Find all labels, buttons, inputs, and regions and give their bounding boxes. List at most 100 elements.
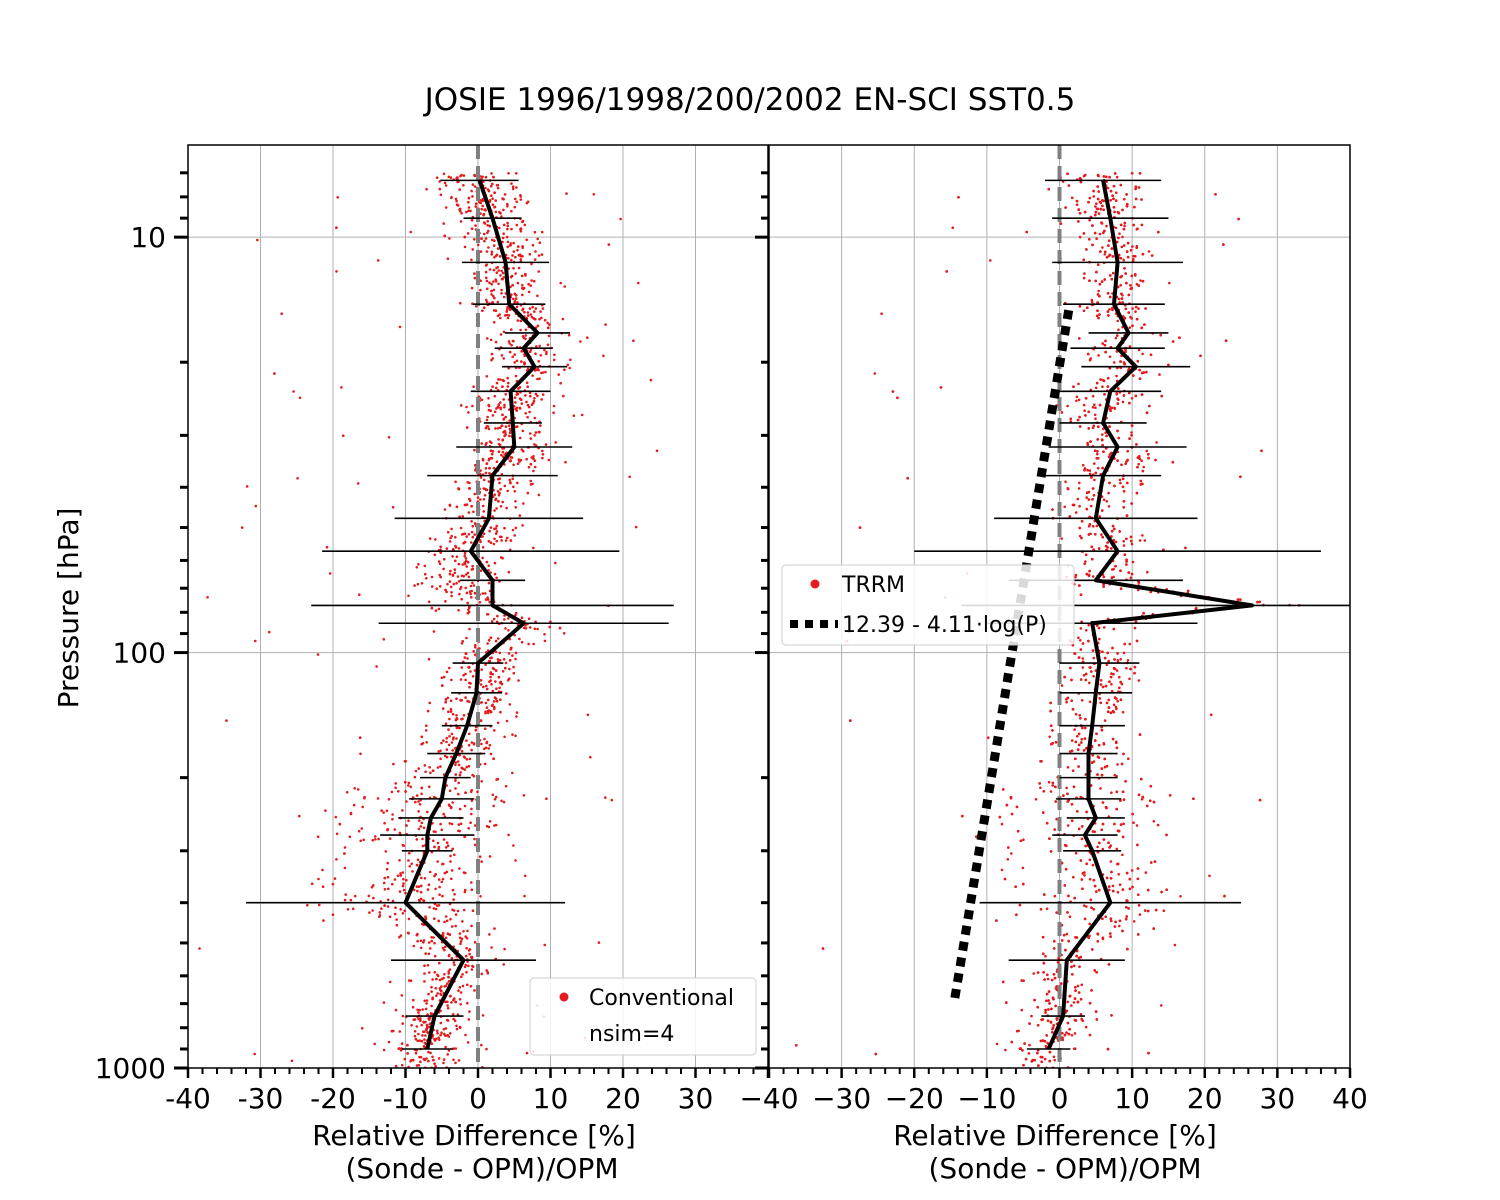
scatter-point: [1124, 462, 1127, 466]
scatter-point: [531, 243, 535, 247]
scatter-point: [510, 328, 513, 331]
scatter-point: [465, 426, 469, 429]
scatter-point: [1107, 706, 1111, 709]
scatter-point: [1160, 394, 1163, 398]
scatter-point: [463, 554, 467, 558]
left-x-axis-sublabel: (Sonde - OPM)/OPM: [346, 1152, 619, 1185]
scatter-point: [541, 453, 545, 456]
scatter-point: [1179, 895, 1182, 898]
scatter-point: [1127, 367, 1131, 371]
scatter-point: [430, 1012, 433, 1016]
scatter-point: [483, 737, 486, 741]
scatter-point: [503, 947, 506, 951]
scatter-point: [507, 570, 511, 574]
scatter-point: [1070, 960, 1073, 963]
scatter-point: [1111, 306, 1114, 310]
scatter-point: [1116, 429, 1119, 433]
scatter-point: [488, 659, 492, 663]
scatter-point: [446, 1006, 450, 1010]
scatter-point: [437, 919, 441, 923]
scatter-point: [430, 585, 434, 588]
scatter-point: [402, 882, 405, 885]
scatter-point: [1144, 871, 1148, 874]
scatter-point: [463, 768, 467, 771]
scatter-point: [387, 436, 391, 439]
scatter-point: [1049, 850, 1053, 853]
scatter-point: [471, 773, 474, 777]
scatter-point: [563, 368, 566, 372]
scatter-point: [1118, 919, 1122, 923]
scatter-point: [1046, 1019, 1050, 1022]
scatter-point: [426, 964, 430, 967]
scatter-point: [1092, 878, 1096, 882]
scatter-point: [1016, 829, 1020, 833]
scatter-point: [494, 823, 498, 827]
scatter-point: [1101, 342, 1104, 345]
scatter-point: [442, 739, 445, 742]
scatter-point: [510, 274, 514, 278]
scatter-point: [1096, 457, 1100, 460]
scatter-point: [479, 476, 483, 479]
scatter-point: [466, 611, 470, 615]
scatter-point: [532, 399, 536, 403]
scatter-point: [1128, 345, 1132, 348]
scatter-point: [428, 971, 431, 974]
scatter-point: [399, 1049, 403, 1052]
scatter-point: [1052, 1023, 1055, 1027]
scatter-point: [1108, 680, 1111, 683]
scatter-point: [1106, 385, 1110, 388]
scatter-point: [1122, 500, 1126, 503]
scatter-point: [1131, 560, 1135, 564]
scatter-point: [427, 883, 431, 886]
scatter-point: [515, 359, 519, 363]
scatter-point: [1015, 805, 1019, 809]
scatter-point: [939, 386, 943, 389]
scatter-point: [446, 582, 449, 586]
scatter-point: [447, 710, 450, 714]
x-tick-label: −40: [739, 1082, 798, 1115]
scatter-point: [317, 877, 320, 881]
scatter-point: [1117, 328, 1120, 332]
scatter-point: [454, 787, 457, 790]
scatter-point: [1088, 469, 1092, 472]
scatter-point: [1116, 890, 1120, 894]
scatter-point: [504, 539, 508, 542]
scatter-point: [463, 965, 467, 969]
scatter-point: [510, 258, 513, 262]
x-tick-label: 30: [1260, 1082, 1296, 1115]
scatter-point: [490, 457, 494, 460]
scatter-point: [386, 861, 390, 865]
scatter-point: [1124, 780, 1127, 783]
scatter-point: [446, 1004, 449, 1007]
scatter-point: [1138, 377, 1142, 381]
scatter-point: [449, 176, 453, 179]
scatter-point: [649, 378, 653, 382]
scatter-point: [1096, 773, 1099, 776]
scatter-point: [494, 532, 498, 535]
scatter-point: [1132, 258, 1135, 261]
scatter-point: [1113, 696, 1117, 699]
scatter-point: [467, 196, 471, 200]
scatter-point: [474, 202, 478, 205]
scatter-point: [485, 441, 488, 445]
scatter-point: [520, 274, 524, 278]
scatter-point: [418, 819, 421, 822]
scatter-point: [418, 803, 422, 806]
scatter-point: [1105, 175, 1108, 179]
scatter-point: [1121, 400, 1125, 404]
scatter-point: [496, 658, 500, 661]
scatter-point: [1097, 263, 1100, 267]
scatter-point: [1102, 742, 1106, 746]
scatter-point: [490, 250, 494, 254]
scatter-point: [466, 601, 470, 605]
scatter-point: [1045, 907, 1049, 911]
scatter-point: [427, 941, 431, 944]
scatter-point: [512, 665, 515, 669]
scatter-point: [534, 250, 537, 253]
scatter-point: [1044, 1008, 1047, 1012]
scatter-point: [1060, 411, 1064, 414]
scatter-point: [464, 954, 468, 958]
scatter-point: [484, 710, 487, 713]
scatter-point: [491, 385, 494, 389]
scatter-point: [473, 533, 476, 536]
